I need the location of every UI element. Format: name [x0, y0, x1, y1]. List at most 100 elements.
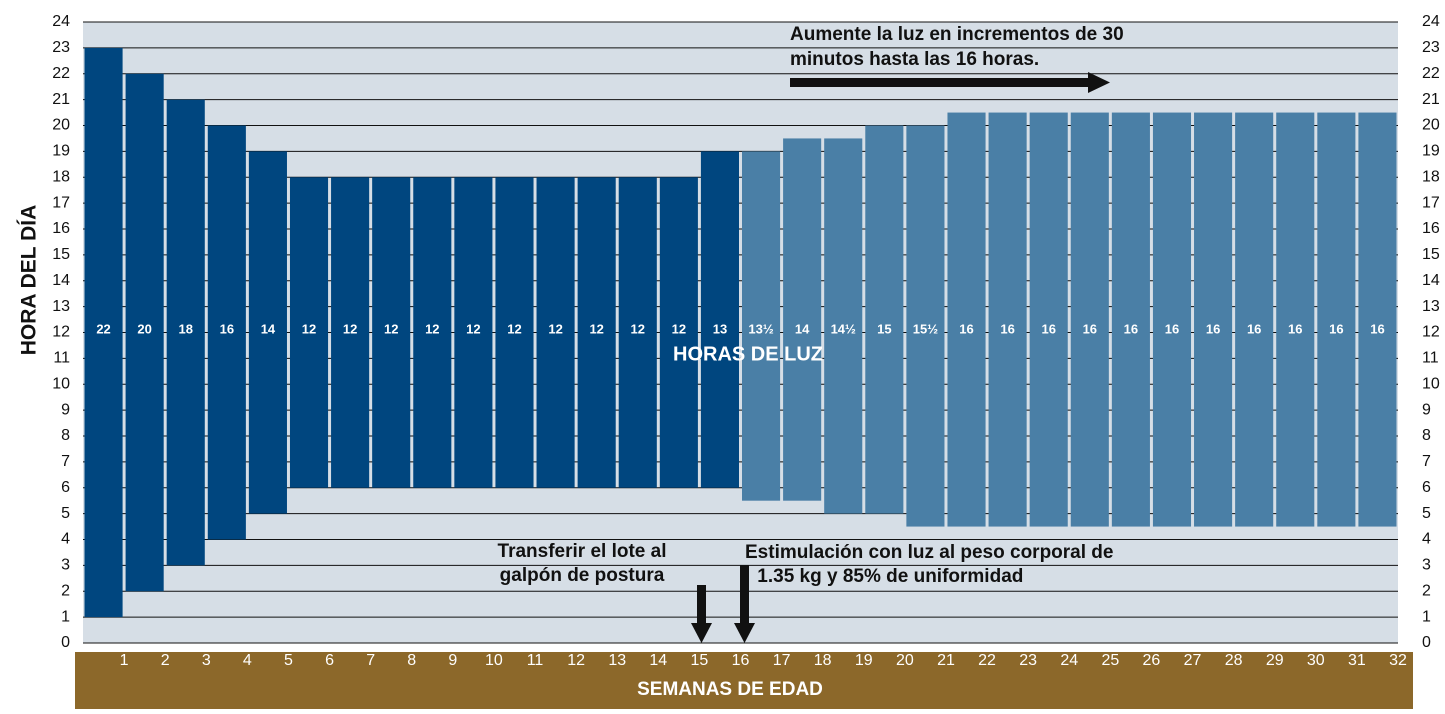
bar — [947, 112, 986, 527]
x-tick-label: 30 — [1307, 652, 1325, 669]
y-tick-label: 0 — [61, 634, 70, 651]
y-tick-label: 10 — [1422, 375, 1440, 392]
bar-label: 16 — [1247, 321, 1261, 336]
y-tick-label: 21 — [1422, 91, 1440, 108]
bar — [742, 151, 781, 501]
x-tick-label: 6 — [325, 652, 334, 669]
y-tick-label: 2 — [1422, 582, 1431, 599]
bar — [988, 112, 1027, 527]
bar-label: 14 — [795, 321, 810, 336]
y-tick-label: 8 — [61, 427, 70, 444]
y-tick-label: 21 — [52, 91, 70, 108]
x-tick-label: 17 — [773, 652, 791, 669]
bar-label: 14 — [261, 321, 276, 336]
bar-label: 15 — [877, 321, 891, 336]
y-tick-label: 0 — [1422, 634, 1431, 651]
y-tick-label: 23 — [1422, 39, 1440, 56]
bar-label: 16 — [1041, 321, 1055, 336]
y-tick-label: 3 — [1422, 557, 1431, 574]
bar-label: 14½ — [831, 321, 856, 336]
bar — [413, 177, 452, 488]
y-tick-label: 5 — [61, 505, 70, 522]
x-tick-label: 31 — [1348, 652, 1366, 669]
bar-label: 12 — [589, 321, 603, 336]
y-tick-label: 23 — [52, 39, 70, 56]
y-tick-label: 12 — [52, 324, 70, 341]
bar — [1111, 112, 1150, 527]
bar-label: 12 — [425, 321, 439, 336]
bar — [125, 73, 164, 592]
x-tick-label: 4 — [243, 652, 252, 669]
x-tick-label: 25 — [1101, 652, 1119, 669]
x-tick-label: 21 — [937, 652, 955, 669]
bar-label: 16 — [1000, 321, 1014, 336]
y-tick-label: 7 — [61, 453, 70, 470]
y-tick-label: 1 — [1422, 608, 1431, 625]
bar — [1358, 112, 1397, 527]
x-tick-label: 24 — [1060, 652, 1078, 669]
x-tick-label: 15 — [691, 652, 709, 669]
bar — [84, 47, 123, 618]
bar-label: 12 — [343, 321, 357, 336]
y-tick-label: 1 — [61, 608, 70, 625]
bar — [1235, 112, 1274, 527]
bar-label: 22 — [96, 321, 110, 336]
x-tick-label: 14 — [649, 652, 667, 669]
x-axis-band — [75, 652, 1413, 709]
x-tick-label: 7 — [366, 652, 375, 669]
bar — [289, 177, 329, 488]
y-tick-label: 20 — [52, 117, 70, 134]
x-tick-label: 32 — [1389, 652, 1407, 669]
x-tick-label: 3 — [202, 652, 211, 669]
annotation: Aumente la luz en incrementos de 30 — [790, 24, 1124, 45]
y-tick-label: 19 — [52, 143, 70, 160]
bar — [1194, 112, 1233, 527]
x-tick-label: 9 — [448, 652, 457, 669]
y-tick-label: 15 — [1422, 246, 1440, 263]
y-tick-label: 20 — [1422, 117, 1440, 134]
bar-label: 16 — [1165, 321, 1179, 336]
bar-label: 12 — [302, 321, 316, 336]
bar — [906, 125, 945, 527]
bar-label: 16 — [1206, 321, 1220, 336]
y-tick-label: 3 — [61, 557, 70, 574]
y-tick-label: 24 — [1422, 13, 1440, 30]
bar — [1070, 112, 1109, 527]
bar — [865, 125, 904, 514]
bar — [372, 177, 411, 488]
y-tick-label: 8 — [1422, 427, 1431, 444]
x-tick-label: 29 — [1266, 652, 1284, 669]
bar — [783, 138, 822, 501]
x-tick-label: 12 — [567, 652, 585, 669]
bar — [248, 151, 287, 514]
x-tick-label: 19 — [855, 652, 873, 669]
arrow — [790, 72, 1110, 93]
arrow — [691, 585, 712, 643]
y-tick-label: 6 — [61, 479, 70, 496]
y-tick-label: 24 — [52, 13, 70, 30]
annotation: Estimulación con luz al peso corporal de — [745, 542, 1113, 563]
x-tick-label: 16 — [732, 652, 750, 669]
y-tick-label: 12 — [1422, 324, 1440, 341]
arrow — [734, 565, 755, 643]
annotation: 1.35 kg y 85% de uniformidad — [752, 566, 1023, 587]
bar-label: 12 — [631, 321, 645, 336]
bar — [207, 125, 246, 540]
x-tick-label: 18 — [814, 652, 832, 669]
bar-label: 16 — [220, 321, 234, 336]
x-tick-label: 5 — [284, 652, 293, 669]
bar-label: 20 — [137, 321, 151, 336]
bar-label: 13 — [713, 321, 727, 336]
x-tick-label: 22 — [978, 652, 996, 669]
y-tick-label: 11 — [1422, 350, 1439, 367]
x-tick-label: 13 — [608, 652, 626, 669]
y-tick-label: 10 — [52, 375, 70, 392]
y-tick-label: 13 — [52, 298, 70, 315]
y-tick-label: 7 — [1422, 453, 1431, 470]
bar-label: 12 — [507, 321, 521, 336]
y-tick-label: 14 — [52, 272, 70, 289]
y-tick-label: 5 — [1422, 505, 1431, 522]
x-tick-label: 26 — [1143, 652, 1161, 669]
bar-label: 15½ — [913, 321, 938, 336]
